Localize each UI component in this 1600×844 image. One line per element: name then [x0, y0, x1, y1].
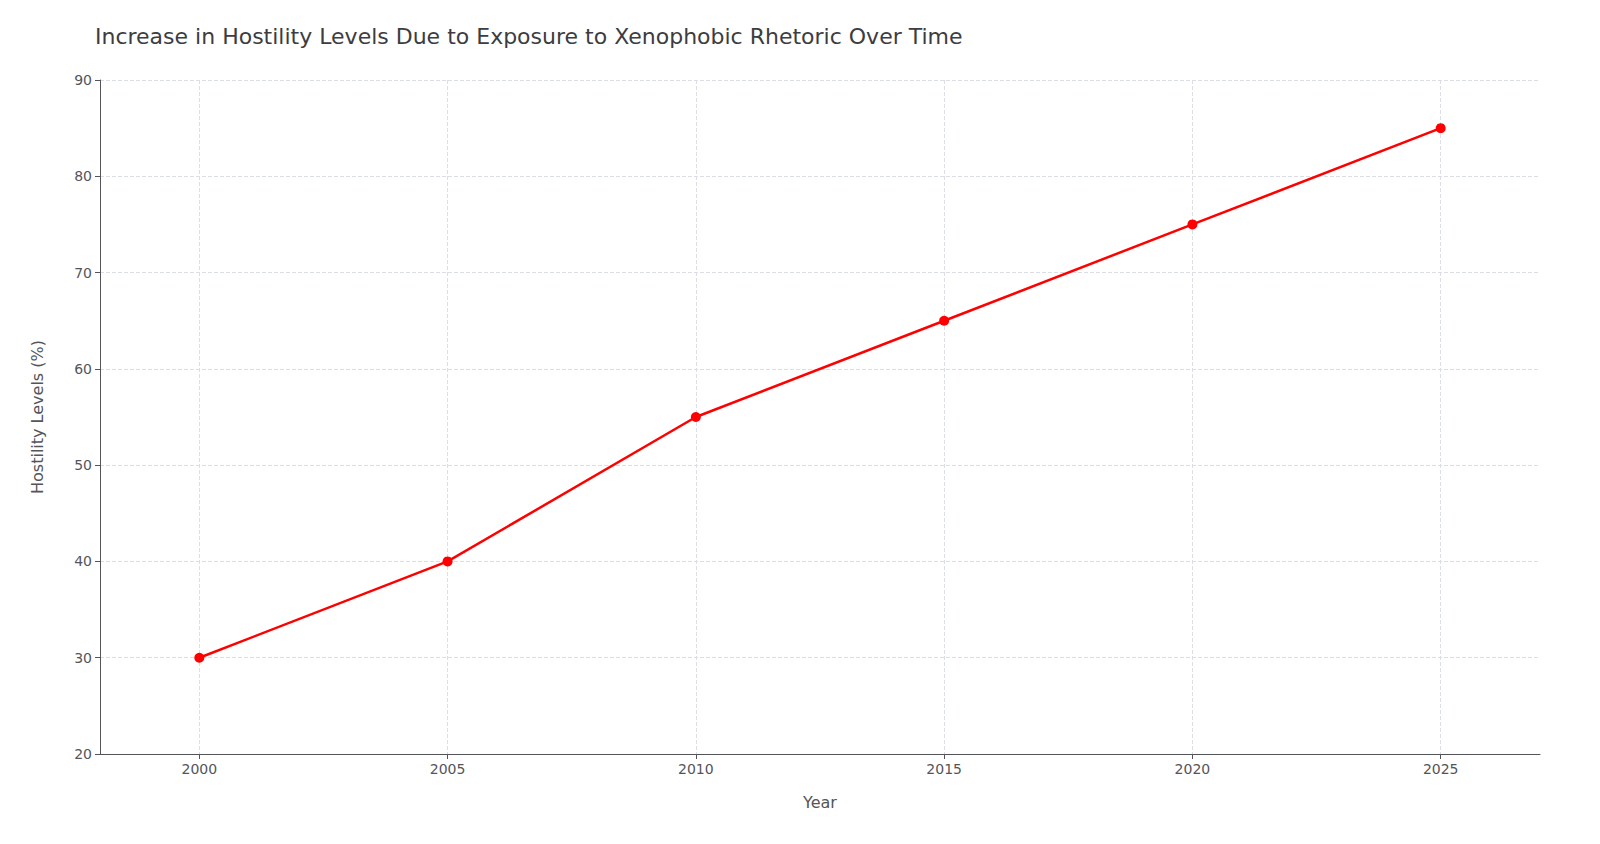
- svg-text:40: 40: [74, 553, 92, 569]
- svg-text:70: 70: [74, 265, 92, 281]
- svg-text:30: 30: [74, 650, 92, 666]
- svg-text:2005: 2005: [430, 761, 466, 777]
- svg-text:60: 60: [74, 361, 92, 377]
- svg-text:90: 90: [74, 72, 92, 88]
- svg-text:Increase in Hostility Levels D: Increase in Hostility Levels Due to Expo…: [95, 24, 963, 49]
- svg-text:50: 50: [74, 457, 92, 473]
- svg-text:80: 80: [74, 168, 92, 184]
- svg-text:Hostility Levels (%): Hostility Levels (%): [28, 340, 47, 494]
- svg-text:Year: Year: [802, 793, 837, 812]
- svg-text:2010: 2010: [678, 761, 714, 777]
- svg-text:2020: 2020: [1175, 761, 1211, 777]
- svg-text:2000: 2000: [181, 761, 217, 777]
- svg-text:2015: 2015: [926, 761, 962, 777]
- svg-text:2025: 2025: [1423, 761, 1459, 777]
- svg-text:20: 20: [74, 746, 92, 762]
